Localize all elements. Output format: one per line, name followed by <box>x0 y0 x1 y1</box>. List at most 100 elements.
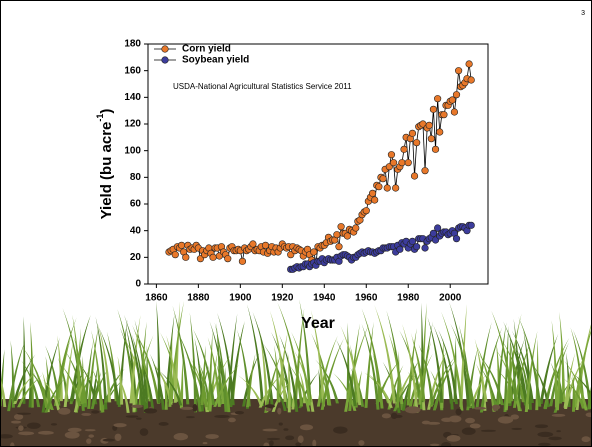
annotation: USDA-National Agricultural Statistics Se… <box>173 82 352 91</box>
data-point <box>392 185 399 192</box>
soil-clod <box>449 415 461 422</box>
soil-clod <box>581 436 590 442</box>
soil-clod <box>298 435 304 443</box>
grass-image <box>1 299 591 446</box>
legend-marker <box>162 46 169 53</box>
soil-clod <box>51 423 57 426</box>
soil-clod <box>391 413 397 419</box>
legend-label: Soybean yield <box>182 55 249 66</box>
data-point <box>352 225 359 232</box>
data-point <box>178 242 185 249</box>
data-point <box>422 245 429 252</box>
data-point <box>468 77 475 84</box>
y-tick-label: 20 <box>130 252 142 263</box>
soil-clod <box>38 431 54 435</box>
series-line <box>169 64 471 263</box>
y-tick-label: 100 <box>124 145 141 156</box>
y-tick-label: 140 <box>124 92 141 103</box>
soil-clod <box>537 432 553 437</box>
data-point <box>338 223 345 230</box>
soil-clod <box>470 424 481 429</box>
data-point <box>363 207 370 214</box>
soil-clod <box>262 429 277 432</box>
data-point <box>451 109 458 116</box>
grass-blade <box>374 305 396 404</box>
data-point <box>334 231 341 238</box>
y-tick-label: 0 <box>135 279 141 290</box>
x-tick-label: 1980 <box>397 293 420 304</box>
soil-clod <box>126 415 139 417</box>
soil-clod <box>81 413 91 416</box>
soil-clod <box>65 431 80 438</box>
data-point <box>376 183 383 190</box>
x-tick-label: 1960 <box>355 293 378 304</box>
x-tick-label: 1900 <box>229 293 252 304</box>
soil-clod <box>405 406 421 413</box>
data-point <box>384 185 391 192</box>
soil-clod <box>265 408 271 411</box>
data-point <box>434 95 441 102</box>
y-axis-title-superscript: -1 <box>95 114 105 122</box>
soil-clod <box>144 408 157 413</box>
soil-clod <box>181 407 193 410</box>
data-point <box>432 146 439 153</box>
data-point <box>413 243 420 250</box>
data-point <box>369 190 376 197</box>
data-point <box>468 222 475 229</box>
legend-marker <box>162 57 169 64</box>
data-point <box>455 67 462 74</box>
data-point <box>224 255 231 262</box>
data-point <box>388 151 395 158</box>
data-point <box>413 139 420 146</box>
soil-clod <box>535 424 548 428</box>
soil-clod <box>358 440 364 446</box>
soil-clod <box>174 433 188 440</box>
soil-clod <box>462 427 476 434</box>
data-point <box>172 251 179 258</box>
data-point <box>210 254 217 261</box>
data-point <box>336 243 343 250</box>
soil-clod <box>186 416 195 418</box>
data-point <box>453 91 460 98</box>
x-tick-label: 1920 <box>271 293 294 304</box>
soil-clod <box>18 431 34 435</box>
soil-clod <box>333 426 347 433</box>
x-tick-label: 1940 <box>313 293 336 304</box>
soil-clod <box>214 415 229 418</box>
x-axis-title: Year <box>301 315 335 332</box>
y-tick-label: 120 <box>124 119 141 130</box>
soil-clod <box>27 422 41 428</box>
soil-clod <box>538 443 550 446</box>
soil-clod <box>88 434 94 437</box>
soil-clod <box>465 418 475 423</box>
soil-clod <box>285 435 294 440</box>
soil-clod <box>283 428 288 431</box>
data-point <box>371 197 378 204</box>
data-point <box>411 173 418 180</box>
soil-clod <box>17 413 31 415</box>
soil-clod <box>456 409 462 416</box>
soil-clod <box>279 422 283 425</box>
soil-clod <box>265 404 275 408</box>
soil-clod <box>193 404 198 412</box>
y-tick-label: 60 <box>130 199 142 210</box>
y-tick-label: 80 <box>130 172 142 183</box>
soil-clod <box>115 434 122 441</box>
soil-clod <box>58 408 70 415</box>
legend-label: Corn yield <box>182 44 231 55</box>
grass-blade <box>22 316 25 404</box>
data-point <box>182 254 189 261</box>
data-point <box>428 135 435 142</box>
soil-clod <box>511 428 522 430</box>
soil-clod <box>159 422 169 426</box>
soil-clod <box>18 425 23 431</box>
soil-clod <box>493 407 497 411</box>
soil-clod <box>86 438 91 444</box>
soil-clod <box>103 439 115 442</box>
y-tick-label: 40 <box>130 225 142 236</box>
soil-clod <box>228 418 236 423</box>
soil-clod <box>447 435 461 442</box>
soil-clod <box>481 430 496 432</box>
soil-clod <box>235 411 244 414</box>
data-point <box>239 258 246 265</box>
